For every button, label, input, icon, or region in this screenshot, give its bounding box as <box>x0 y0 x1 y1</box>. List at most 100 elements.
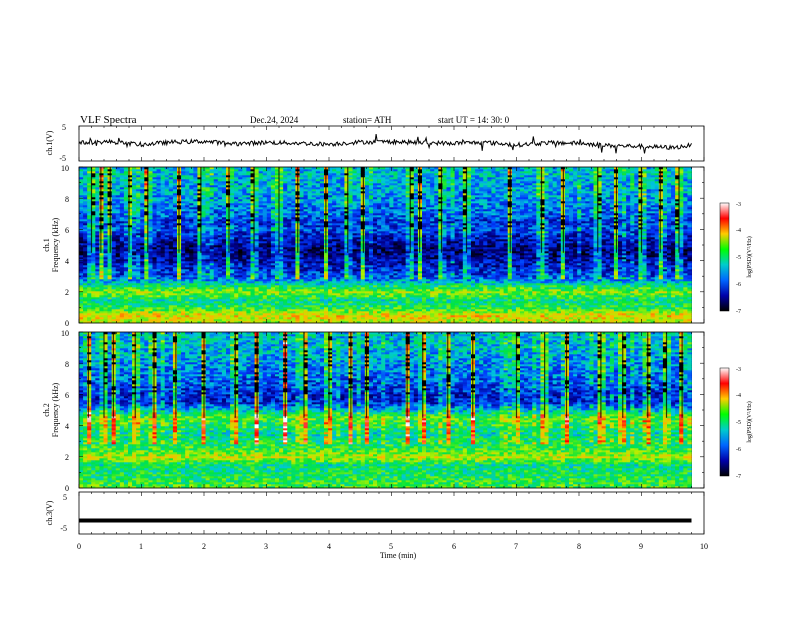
ch1-spectrogram-cell <box>262 197 268 200</box>
ch1-spectrogram-cell <box>160 169 166 172</box>
ch1-spectrogram-cell <box>250 267 255 270</box>
ch1-spectrogram-cell <box>307 207 313 210</box>
ch1-spectrogram-cell <box>230 261 235 264</box>
ch1-spectrogram-cell <box>136 301 141 304</box>
ch1-spectrogram-cell <box>156 261 161 264</box>
ch1-spectrogram-cell <box>234 169 239 172</box>
ch1-spectrogram-cell <box>311 187 317 190</box>
ch1-spectrogram-cell <box>148 307 153 310</box>
ch1-spectrogram-cell <box>230 239 235 242</box>
ch1-spectrogram-cell <box>234 243 239 246</box>
ch1-spectrogram-cell <box>103 321 108 324</box>
ch1-spectrogram-cell <box>336 227 341 230</box>
ch1-spectrogram-cell <box>221 225 227 228</box>
ch1-spectrogram-cell <box>332 281 337 284</box>
ch1-spectrogram-cell <box>164 213 170 216</box>
ch1-spectrogram-cell <box>230 209 235 212</box>
ch1-spectrogram-cell <box>87 207 92 210</box>
ch1-spectrogram-cell <box>79 227 84 230</box>
ch1-spectrogram-cell <box>319 281 325 284</box>
ch1-spectrogram-cell <box>193 295 198 298</box>
ch1-spectrogram-cell <box>160 223 166 226</box>
ch1-spectrogram-cell <box>213 257 219 260</box>
ch1-spectrogram-cell <box>79 223 84 226</box>
ch1-spectrogram-cell <box>181 313 186 316</box>
ch1-spectrogram-cell <box>287 237 292 240</box>
ch1-spectrogram-cell <box>181 289 186 292</box>
ch1-spectrogram-cell <box>315 277 321 280</box>
ch1-spectrogram-cell <box>258 211 264 214</box>
ch1-spectrogram-cell <box>270 259 276 262</box>
ch1-spectrogram-cell <box>315 253 321 256</box>
ch1-spectrogram-cell <box>238 285 243 288</box>
ch1-spectrogram-cell <box>283 255 288 258</box>
ch1-spectrogram-cell <box>328 267 333 270</box>
ch1-spectrogram-cell <box>132 243 137 246</box>
ch1-spectrogram-cell <box>103 227 108 230</box>
ch1-spectrogram-cell <box>213 183 219 186</box>
ch1-spectrogram-cell <box>164 231 170 234</box>
ch1-spectrogram-cell <box>295 307 300 310</box>
ch1-spectrogram-cell <box>230 229 235 232</box>
ch1-spectrogram-cell <box>115 257 121 260</box>
ch1-spectrogram-cell <box>152 287 157 290</box>
ch1-spectrogram-cell <box>299 307 304 310</box>
ch1-spectrogram-cell <box>140 265 145 268</box>
ch1-spectrogram-cell <box>307 227 313 230</box>
ch1-spectrogram-cell <box>83 193 88 196</box>
ch1-spectrogram-cell <box>128 177 133 180</box>
ch1-spectrogram-cell <box>319 201 325 204</box>
ch1-spectrogram-cell <box>172 295 178 298</box>
ch1-spectrogram-cell <box>148 265 153 268</box>
ch1-spectrogram-cell <box>79 269 84 272</box>
ch1-spectrogram-cell <box>311 175 317 178</box>
ch1-spectrogram-cell <box>128 305 133 308</box>
ch1-spectrogram-cell <box>234 301 239 304</box>
ch1-spectrogram-cell <box>250 179 255 182</box>
ch1-spectrogram-cell <box>132 261 137 264</box>
ch1-spectrogram-cell <box>201 253 206 256</box>
ch1-spectrogram-cell <box>307 321 313 324</box>
ch1-spectrogram-cell <box>332 277 337 280</box>
ch1-spectrogram-cell <box>119 267 125 270</box>
ch1-spectrogram-cell <box>332 197 337 200</box>
ch1-spectrogram-cell <box>283 203 288 206</box>
ch1-spectrogram-cell <box>103 285 108 288</box>
ch1-spectrogram-cell <box>128 231 133 234</box>
ch1-spectrogram-cell <box>205 291 210 294</box>
ch1-spectrogram-cell <box>221 301 227 304</box>
ch1-spectrogram-cell <box>258 309 264 312</box>
ch1-spectrogram-cell <box>168 243 174 246</box>
ch1-spectrogram-cell <box>172 265 178 268</box>
ch1-spectrogram-cell <box>258 197 264 200</box>
ch1-spectrogram-cell <box>246 217 251 220</box>
ch1-spectrogram-cell <box>230 317 235 320</box>
ch1-spectrogram-cell <box>221 173 227 176</box>
ch1-spectrogram-cell <box>246 175 251 178</box>
ch1-spectrogram-cell <box>242 283 247 286</box>
ch1-spectrogram-cell <box>311 295 317 298</box>
ch1-spectrogram-cell <box>95 221 100 224</box>
ch1-spectrogram-cell <box>303 301 308 304</box>
ch1-spectrogram-cell <box>242 255 247 258</box>
ch1-spectrogram-cell <box>201 179 206 182</box>
ch1-spectrogram-cell <box>185 225 190 228</box>
ch1-spectrogram-cell <box>283 275 288 278</box>
ch1-spectrogram-cell <box>79 283 84 286</box>
ch1-spectrogram-cell <box>230 169 235 172</box>
ch1-spectrogram-cell <box>238 211 243 214</box>
ch1-spectrogram-cell <box>107 305 112 308</box>
ch1-spectrogram-cell <box>115 183 121 186</box>
ch1-spectrogram-cell <box>213 213 219 216</box>
ch1-spectrogram-cell <box>258 257 264 260</box>
ch1-spectrogram-cell <box>254 263 259 266</box>
ch1-spectrogram-cell <box>140 217 145 220</box>
ch1-spectrogram-cell <box>123 319 129 322</box>
ch1-spectrogram-cell <box>287 217 292 220</box>
ch1-spectrogram-cell <box>242 205 247 208</box>
ch1-spectrogram-cell <box>156 229 161 232</box>
ch1-spectrogram-cell <box>307 171 313 174</box>
ch1-spectrogram-cell <box>213 225 219 228</box>
ch1-spectrogram-cell <box>270 225 276 228</box>
ch1-spectrogram-cell <box>107 321 112 324</box>
